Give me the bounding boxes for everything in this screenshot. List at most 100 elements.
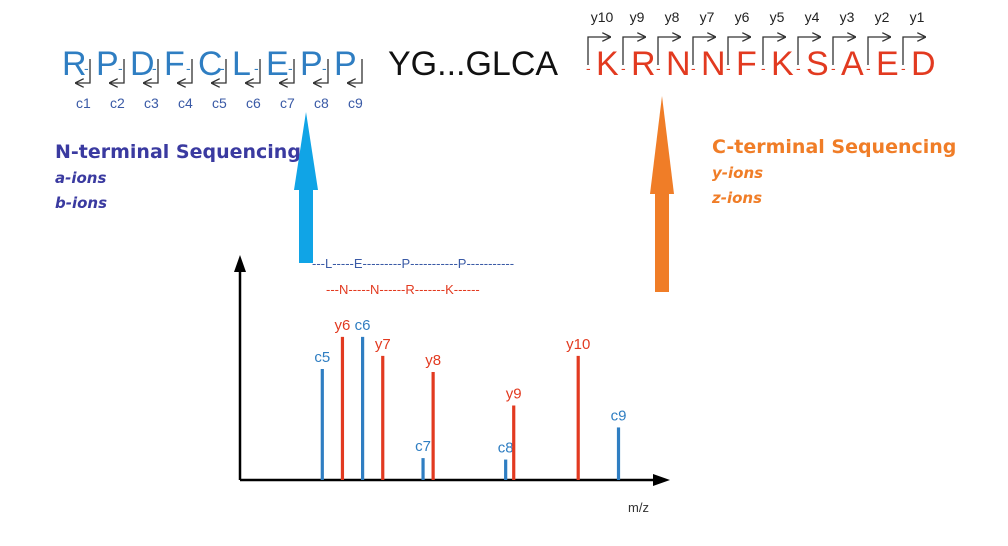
residue-separator: - [288,60,293,76]
n-terminal-ion-a: a-ions [55,169,106,187]
c-terminal-heading: C-terminal Sequencing [712,136,956,158]
n-terminal-sequence: R- P - D- F - C- L - E - P - P [62,45,357,83]
x-axis-label: m/z [628,500,649,515]
n-ladder-annotation: ---L-----E---------P-----------P--------… [312,256,514,271]
y-ion-label: y7 [700,9,715,25]
y-ion-label: y2 [875,9,890,25]
c-ion-label: c6 [246,95,261,111]
c-ion-bracket [110,59,125,83]
residue-separator: - [831,60,836,76]
c-ion-label: c4 [178,95,193,111]
n-residue: D [130,45,155,83]
y-ion-bracket [832,37,855,65]
c-terminal-ion-y: y-ions [712,164,763,182]
c-ion-bracket [348,59,363,83]
n-residue: P [300,45,323,83]
peak-label-c8: c8 [498,440,514,457]
c-terminal-arrow-icon [650,96,674,292]
peak-label-c5: c5 [314,349,330,366]
n-residue: L [232,45,251,83]
peak-label-c9: c9 [611,407,627,424]
c-ion-bracket [314,59,329,83]
residue-separator: - [621,60,626,76]
c-ion-bracket [178,59,193,83]
residue-separator: - [901,60,906,76]
y-ion-label: y10 [591,9,614,25]
c-residue: N [701,45,726,83]
y-ion-label: y8 [665,9,680,25]
c-residue: S [806,45,829,83]
x-axis-arrow-icon [653,474,670,486]
c-ion-label: c2 [110,95,125,111]
peak-label-c7: c7 [415,438,431,455]
residue-separator: - [796,60,801,76]
c-ion-label: c5 [212,95,227,111]
c-ion-bracket [280,59,295,83]
y-ion-bracket [622,37,645,65]
peak-label-y6: y6 [335,317,351,334]
c-ion-bracket [246,59,261,83]
c-ion-label: c7 [280,95,295,111]
c-residue: K [771,45,794,83]
y-ion-label: y5 [770,9,785,25]
y-ion-label: y4 [805,9,820,25]
residue-separator: - [254,60,259,76]
residue-separator: - [220,60,225,76]
peak-label-y10: y10 [566,336,590,353]
c-ion-labels: c1 c2 c3 c4 c5 c6 c7 c8 c9 [76,95,363,111]
c-residue: A [841,45,864,83]
middle-sequence: YG...GLCA [388,45,558,83]
peak-label-y9: y9 [506,386,522,403]
n-terminal-arrow-icon [294,112,318,263]
n-residue: P [334,45,357,83]
peak-label-y7: y7 [375,336,391,353]
residue-separator: - [691,60,696,76]
y-ion-label: y9 [630,9,645,25]
residue-separator: - [656,60,661,76]
c-ion-bracket [212,59,227,83]
c-ion-bracket [76,59,91,83]
n-residue: F [164,45,185,83]
c-terminal-sequence: -K-R-N-N-F-K-S-A-E-D [586,45,936,83]
y-ion-label: y3 [840,9,855,25]
residue-separator: - [866,60,871,76]
spectrum-axes [234,255,670,486]
c-residue: E [876,45,899,83]
n-residue: R [62,45,87,83]
y-ion-bracket [587,37,610,65]
c-ion-label: c1 [76,95,91,111]
y-ion-brackets [587,37,925,65]
y-ion-bracket [727,37,750,65]
y-ion-bracket [657,37,680,65]
residue-separator: - [152,60,157,76]
y-ion-bracket [867,37,890,65]
y-ion-bracket [902,37,925,65]
n-terminal-heading: N-terminal Sequencing [55,141,301,163]
c-ladder-annotation: ---N-----N------R-------K------ [326,282,480,297]
residue-separator: - [322,60,327,76]
c-ion-label: c3 [144,95,159,111]
c-ion-label: c9 [348,95,363,111]
y-axis-arrow-icon [234,255,246,272]
c-residue: F [736,45,757,83]
c-ion-brackets [76,59,363,83]
y-ion-labels: y10 y9 y8 y7 y6 y5 y4 y3 y2 y1 [591,9,925,25]
c-terminal-ion-z: z-ions [711,189,762,207]
c-residue: R [631,45,656,83]
y-ion-bracket [797,37,820,65]
c-residue: D [911,45,936,83]
residue-separator: - [761,60,766,76]
c-residue: N [666,45,691,83]
y-ion-label: y1 [910,9,925,25]
residue-separator: - [186,60,191,76]
residue-separator: - [726,60,731,76]
c-ion-bracket [144,59,159,83]
y-ion-bracket [692,37,715,65]
peak-label-c6: c6 [355,317,371,334]
n-residue: E [266,45,289,83]
peak-label-y8: y8 [425,352,441,369]
residue-separator: - [118,60,123,76]
